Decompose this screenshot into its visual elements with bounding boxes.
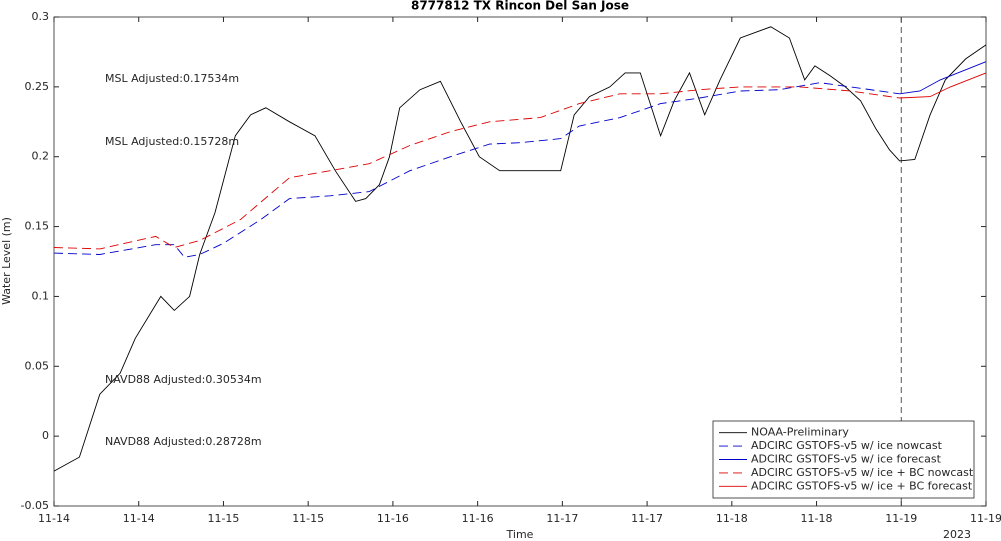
legend-box — [712, 420, 975, 499]
x-tick-label: 11-19 — [885, 512, 917, 525]
legend-label: NOAA-Preliminary — [751, 426, 849, 439]
y-tick-label: 0.25 — [25, 80, 50, 93]
x-tick-label: 11-15 — [207, 512, 239, 525]
series-line — [899, 61, 987, 95]
annotation: MSL Adjusted:0.17534m — [105, 72, 239, 85]
legend-label: ADCIRC GSTOFS-v5 w/ ice nowcast — [751, 439, 943, 452]
chart-title: 8777812 TX Rincon Del San Jose — [411, 0, 629, 13]
legend-label: ADCIRC GSTOFS-v5 w/ ice + BC forecast — [751, 479, 973, 492]
y-tick-label: 0.05 — [25, 359, 50, 372]
x-tick-label: 11-14 — [123, 512, 155, 525]
y-tick-label: 0.2 — [32, 150, 50, 163]
x-tick-label: 11-16 — [377, 512, 409, 525]
x-tick-label: 11-17 — [546, 512, 578, 525]
x-axis-sublabel: 2023 — [943, 528, 971, 541]
x-tick-label: 11-18 — [716, 512, 748, 525]
y-tick-label: 0 — [42, 429, 49, 442]
x-tick-label: 11-16 — [462, 512, 494, 525]
series-line — [899, 72, 987, 99]
x-tick-label: 11-14 — [38, 512, 70, 525]
series-line — [53, 86, 900, 250]
annotation: MSL Adjusted:0.15728m — [105, 135, 239, 148]
x-tick-label: 11-15 — [292, 512, 324, 525]
legend-label: ADCIRC GSTOFS-v5 w/ ice forecast — [751, 453, 942, 466]
y-tick-label: 0.1 — [32, 289, 50, 302]
series-line — [53, 82, 900, 258]
annotation: NAVD88 Adjusted:0.28728m — [105, 435, 262, 448]
x-axis-label: Time — [506, 528, 534, 541]
y-tick-label: 0.15 — [25, 220, 50, 233]
legend-label: ADCIRC GSTOFS-v5 w/ ice + BC nowcast — [751, 466, 974, 479]
x-tick-label: 11-18 — [801, 512, 833, 525]
y-axis-label: Water Level (m) — [0, 217, 13, 305]
series-line — [53, 26, 987, 472]
y-tick-label: -0.05 — [21, 499, 49, 512]
x-tick-label: 11-17 — [631, 512, 663, 525]
annotation: NAVD88 Adjusted:0.30534m — [105, 373, 262, 386]
plot-area — [53, 16, 987, 507]
x-tick-label: 11-19 — [970, 512, 1001, 525]
y-tick-label: 0.3 — [32, 10, 50, 23]
